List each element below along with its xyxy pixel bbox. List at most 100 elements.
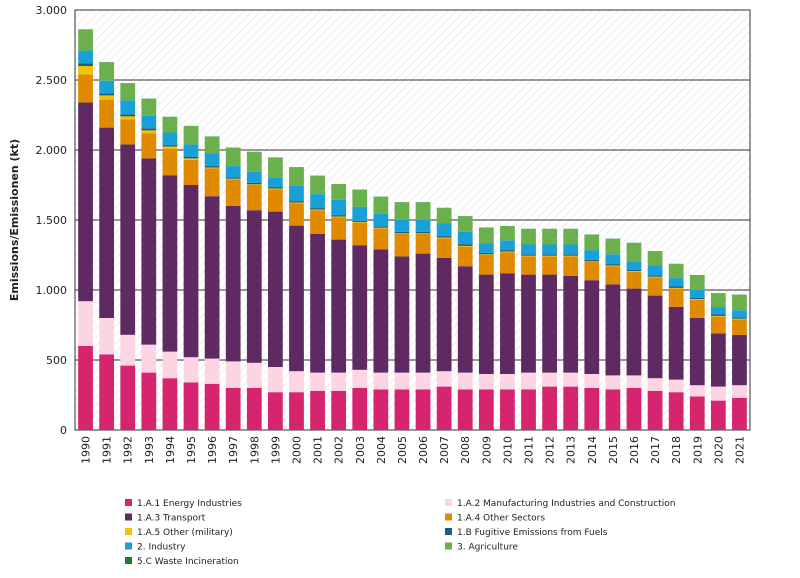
bar-segment: [141, 373, 156, 430]
x-tick-label: 2013: [565, 436, 578, 464]
bar-segment: [732, 319, 747, 334]
bar-segment: [521, 389, 536, 430]
legend-label: 1.A.2 Manufacturing Industries and Const…: [457, 499, 675, 509]
bar-segment: [120, 100, 135, 114]
bar-segment: [310, 391, 325, 430]
legend-label: 1.A.1 Energy Industries: [137, 499, 242, 509]
x-tick-label: 2007: [438, 436, 451, 464]
x-tick-label: 2001: [312, 436, 325, 464]
bar-segment: [184, 144, 199, 157]
bar-segment: [310, 210, 325, 211]
bar-segment: [395, 256, 410, 372]
bar-segment: [648, 275, 663, 276]
bar-segment: [521, 256, 536, 257]
bar-segment: [331, 391, 346, 430]
bar-segment: [606, 284, 621, 375]
bar-segment: [563, 256, 578, 276]
bar-segment: [584, 280, 599, 374]
bar-segment: [205, 168, 220, 169]
bar-segment: [226, 166, 241, 177]
bar-segment: [331, 217, 346, 239]
bar-segment: [606, 389, 621, 430]
bar-segment: [627, 270, 642, 271]
bar-segment: [690, 299, 705, 300]
bar-segment: [521, 229, 536, 244]
bar-segment: [247, 184, 262, 185]
bar-segment: [479, 255, 494, 275]
bar-segment: [563, 245, 578, 255]
bar-segment: [247, 363, 262, 388]
bar-segment: [141, 133, 156, 158]
legend-swatch: [445, 514, 452, 521]
bar-segment: [331, 215, 346, 216]
bar-segment: [584, 235, 599, 250]
bar-segment: [542, 254, 557, 255]
bar-segment: [690, 298, 705, 299]
bar-segment: [711, 316, 726, 317]
bar-segment: [78, 301, 93, 346]
bar-segment: [78, 30, 93, 51]
x-tick-label: 2003: [354, 436, 367, 464]
bar-segment: [395, 203, 410, 220]
bar-segment: [163, 378, 178, 430]
y-tick-label: 1.000: [36, 284, 68, 297]
bar-segment: [395, 234, 410, 256]
bar-segment: [648, 277, 663, 278]
bar-segment: [163, 352, 178, 379]
bar-segment: [268, 367, 283, 392]
bar-segment: [226, 388, 241, 430]
legend-swatch: [445, 543, 452, 550]
bar-segment: [78, 102, 93, 301]
bar-segment: [99, 128, 114, 318]
bar-segment: [711, 401, 726, 430]
bar-segment: [606, 264, 621, 265]
x-tick-label: 2016: [628, 436, 641, 464]
bar-segment: [205, 168, 220, 196]
bar-segment: [120, 366, 135, 430]
x-tick-label: 1991: [101, 436, 114, 464]
bar-segment: [99, 81, 114, 94]
legend-label: 5.C Waste Incineration: [137, 557, 239, 567]
bar-segment: [479, 253, 494, 254]
bar-segment: [627, 375, 642, 388]
bar-segment: [395, 219, 410, 232]
x-tick-label: 2012: [544, 436, 557, 464]
bar-segment: [627, 271, 642, 272]
bar-segment: [205, 154, 220, 167]
bar-segment: [99, 63, 114, 81]
bar-segment: [268, 177, 283, 187]
x-tick-label: 1990: [80, 436, 93, 464]
bar-segment: [542, 373, 557, 387]
bar-segment: [268, 187, 283, 188]
bar-segment: [289, 201, 304, 202]
bar-segment: [226, 361, 241, 388]
bar-segment: [627, 289, 642, 376]
bar-segment: [690, 300, 705, 318]
bar-segment: [373, 197, 388, 214]
legend-label: 2. Industry: [137, 543, 186, 553]
bar-segment: [184, 185, 199, 357]
bar-segment: [732, 319, 747, 320]
bar-segment: [437, 208, 452, 223]
bar-segment: [500, 250, 515, 251]
bar-segment: [289, 203, 304, 225]
bar-segment: [648, 266, 663, 276]
bar-segment: [584, 262, 599, 280]
x-tick-label: 1995: [185, 436, 198, 464]
legend-label: 1.A.4 Other Sectors: [457, 514, 545, 524]
bar-segment: [521, 373, 536, 390]
bar-segment: [690, 396, 705, 430]
bar-segment: [78, 51, 93, 64]
bar-segment: [458, 246, 473, 247]
bar-segment: [184, 357, 199, 382]
bar-segment: [563, 276, 578, 373]
bar-segment: [99, 95, 114, 99]
bar-segment: [226, 179, 241, 180]
bar-segment: [78, 66, 93, 74]
bar-segment: [542, 256, 557, 274]
bar-segment: [416, 219, 431, 232]
bar-segment: [184, 157, 199, 158]
bar-segment: [226, 148, 241, 166]
bar-segment: [669, 289, 684, 307]
